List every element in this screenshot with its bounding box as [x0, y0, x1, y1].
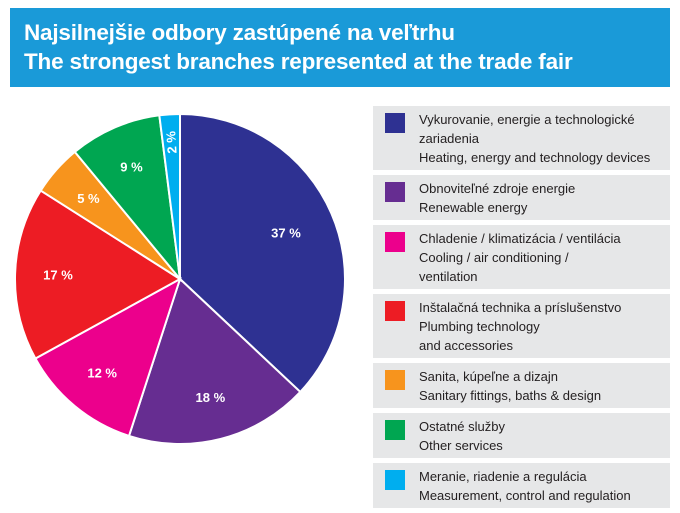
pie-slice-other	[73, 114, 182, 283]
slice-label-other: 9 %	[120, 159, 143, 174]
pie-slice-heating	[179, 112, 346, 394]
legend-text: Measurement, control and regulation	[419, 488, 631, 503]
slice-label-heating: 37 %	[271, 226, 301, 241]
legend-swatch-plumbing	[385, 301, 405, 321]
legend-text: zariadenia	[419, 131, 479, 146]
legend-item-renewable: Obnoviteľné zdroje energie Renewable ene…	[373, 175, 670, 220]
legend: Vykurovanie, energie a technologické zar…	[373, 106, 670, 513]
legend-text: Vykurovanie, energie a technologické	[419, 112, 635, 127]
slice-label-renewable: 18 %	[196, 390, 226, 405]
pie-slice-plumbing	[14, 189, 182, 360]
legend-swatch-cooling	[385, 232, 405, 252]
legend-item-cooling: Chladenie / klimatizácia / ventilácia Co…	[373, 225, 670, 289]
legend-item-plumbing: Inštalačná technika a príslušenstvo Plum…	[373, 294, 670, 358]
slice-label-sanitary: 5 %	[77, 191, 100, 206]
slice-label-cooling: 12 %	[87, 366, 117, 381]
legend-swatch-heating	[385, 113, 405, 133]
legend-text: Meranie, riadenie a regulácia	[419, 469, 587, 484]
legend-text: Heating, energy and technology devices	[419, 150, 651, 165]
legend-swatch-sanitary	[385, 370, 405, 390]
legend-swatch-renewable	[385, 182, 405, 202]
legend-text: Sanita, kúpeľne a dizajn	[419, 369, 558, 384]
legend-text: ventilation	[419, 269, 478, 284]
title-english: The strongest branches represented at th…	[24, 49, 573, 74]
legend-swatch-other	[385, 420, 405, 440]
legend-item-heating: Vykurovanie, energie a technologické zar…	[373, 106, 670, 170]
legend-item-sanitary: Sanita, kúpeľne a dizajn Sanitary fittin…	[373, 363, 670, 408]
legend-text: Ostatné služby	[419, 419, 505, 434]
title-slovak: Najsilnejšie odbory zastúpené na veľtrhu	[24, 20, 455, 45]
pie-chart: 37 % 18 % 12 % 17 % 5 % 9 % 2 %	[14, 112, 346, 445]
legend-text: Other services	[419, 438, 503, 453]
pie-slice-measurement	[158, 112, 181, 280]
legend-text: Inštalačná technika a príslušenstvo	[419, 300, 622, 315]
pie-slice-cooling	[34, 276, 182, 438]
legend-text: Plumbing technology	[419, 319, 540, 334]
legend-text: Chladenie / klimatizácia / ventilácia	[419, 231, 621, 246]
legend-text: and accessories	[419, 338, 513, 353]
legend-item-other: Ostatné služby Other services	[373, 413, 670, 458]
legend-text: Renewable energy	[419, 200, 528, 215]
legend-swatch-measurement	[385, 470, 405, 490]
legend-text: Cooling / air conditioning /	[419, 250, 569, 265]
legend-item-measurement: Meranie, riadenie a regulácia Measuremen…	[373, 463, 670, 508]
slice-label-measurement: 2 %	[163, 130, 179, 154]
slice-label-plumbing: 17 %	[43, 268, 73, 283]
legend-text: Sanitary fittings, baths & design	[419, 388, 602, 403]
chart-header: Najsilnejšie odbory zastúpené na veľtrhu…	[10, 8, 670, 87]
pie-slice-renewable	[127, 277, 302, 445]
legend-text: Obnoviteľné zdroje energie	[419, 181, 576, 196]
